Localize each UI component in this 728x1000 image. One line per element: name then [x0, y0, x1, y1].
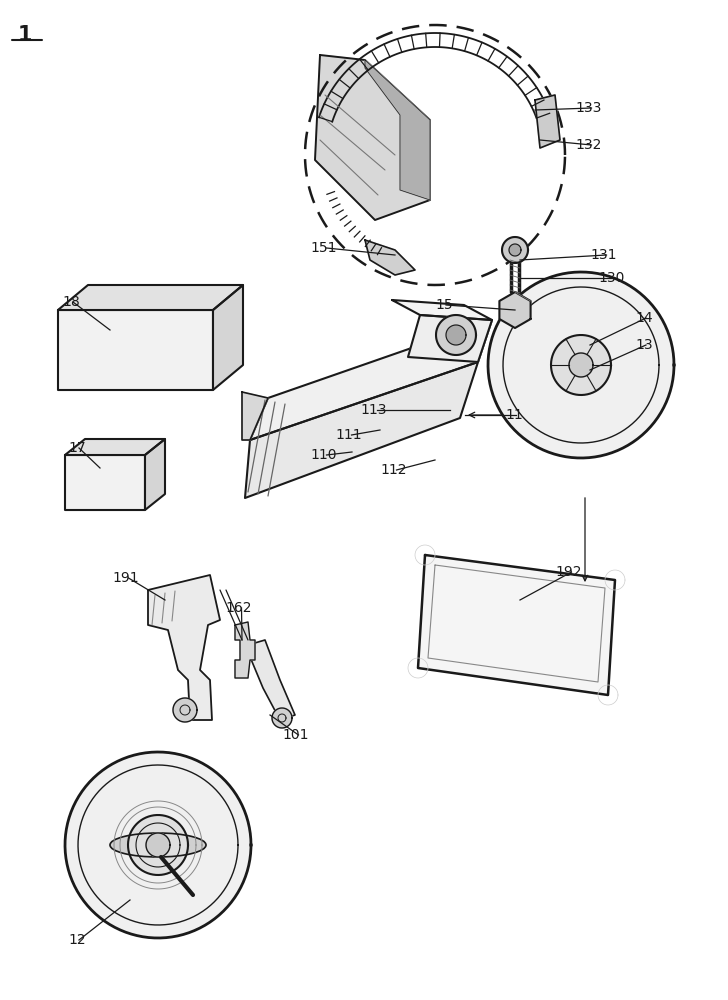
Polygon shape — [418, 555, 615, 695]
Text: 132: 132 — [575, 138, 601, 152]
Polygon shape — [502, 237, 528, 263]
Polygon shape — [499, 292, 531, 328]
Text: 1: 1 — [18, 25, 33, 45]
Polygon shape — [65, 455, 145, 510]
Text: 192: 192 — [555, 565, 582, 579]
Polygon shape — [365, 60, 430, 200]
Text: 112: 112 — [380, 463, 406, 477]
Polygon shape — [446, 325, 466, 345]
Text: 133: 133 — [575, 101, 601, 115]
Polygon shape — [551, 335, 611, 395]
Polygon shape — [245, 362, 478, 498]
Polygon shape — [408, 315, 492, 362]
Text: 131: 131 — [590, 248, 617, 262]
Polygon shape — [392, 300, 492, 320]
Polygon shape — [65, 439, 165, 455]
Polygon shape — [569, 353, 593, 377]
Polygon shape — [145, 439, 165, 510]
Text: 130: 130 — [598, 271, 625, 285]
Ellipse shape — [110, 833, 206, 857]
Text: 18: 18 — [62, 295, 80, 309]
Text: 17: 17 — [68, 441, 86, 455]
Text: 13: 13 — [635, 338, 652, 352]
Polygon shape — [535, 95, 560, 148]
Polygon shape — [242, 392, 268, 440]
Polygon shape — [65, 752, 251, 938]
Text: 11: 11 — [505, 408, 523, 422]
Polygon shape — [58, 285, 243, 310]
Text: 191: 191 — [112, 571, 138, 585]
Polygon shape — [148, 575, 220, 720]
Text: 111: 111 — [335, 428, 362, 442]
Polygon shape — [509, 244, 521, 256]
Text: 162: 162 — [225, 601, 251, 615]
Polygon shape — [272, 708, 292, 728]
Text: 113: 113 — [360, 403, 387, 417]
Polygon shape — [173, 698, 197, 722]
Polygon shape — [365, 240, 415, 275]
Polygon shape — [315, 55, 430, 220]
Polygon shape — [128, 815, 188, 875]
Text: 15: 15 — [435, 298, 453, 312]
Polygon shape — [213, 285, 243, 390]
Polygon shape — [146, 833, 170, 857]
Polygon shape — [250, 320, 492, 440]
Polygon shape — [58, 310, 213, 390]
Text: 151: 151 — [310, 241, 336, 255]
Polygon shape — [488, 272, 674, 458]
Text: 110: 110 — [310, 448, 336, 462]
Text: 101: 101 — [282, 728, 309, 742]
Polygon shape — [248, 640, 295, 720]
Polygon shape — [235, 622, 255, 678]
Polygon shape — [436, 315, 476, 355]
Text: 14: 14 — [635, 311, 652, 325]
Text: 12: 12 — [68, 933, 86, 947]
